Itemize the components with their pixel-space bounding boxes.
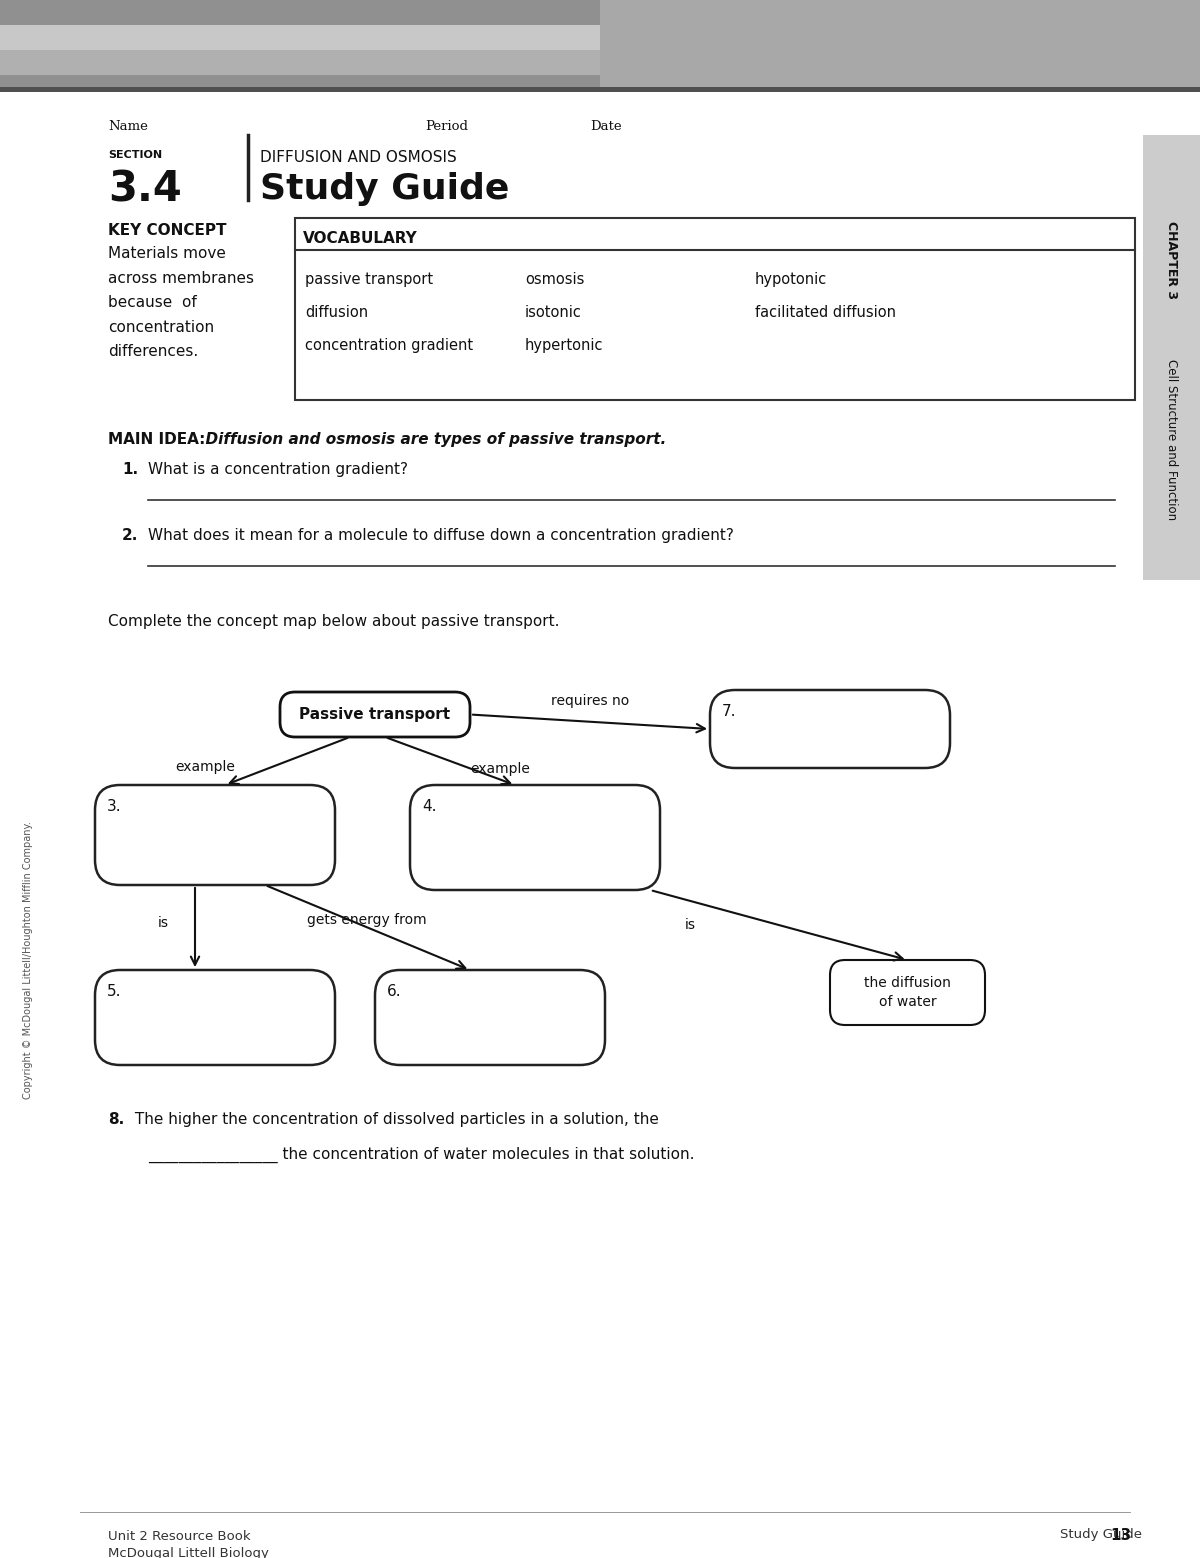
Text: 1.: 1. [122, 463, 138, 477]
Text: DIFFUSION AND OSMOSIS: DIFFUSION AND OSMOSIS [260, 150, 457, 165]
FancyBboxPatch shape [710, 690, 950, 768]
Text: 3.4: 3.4 [108, 168, 181, 210]
Text: hypertonic: hypertonic [526, 338, 604, 354]
Text: gets energy from: gets energy from [307, 913, 427, 927]
Bar [1142, 136, 1200, 580]
Text: facilitated diffusion: facilitated diffusion [755, 305, 896, 319]
Text: example: example [175, 760, 235, 774]
Text: 6.: 6. [386, 985, 402, 999]
Text: Study Guide: Study Guide [260, 171, 509, 206]
Text: 13: 13 [1110, 1528, 1132, 1542]
Text: CHAPTER 3: CHAPTER 3 [1165, 221, 1178, 299]
Bar [0, 25, 1200, 55]
Text: the diffusion
of water: the diffusion of water [864, 975, 950, 1010]
Text: What does it mean for a molecule to diffuse down a concentration gradient?: What does it mean for a molecule to diff… [148, 528, 734, 544]
Text: Study Guide: Study Guide [1060, 1528, 1142, 1541]
Text: What is a concentration gradient?: What is a concentration gradient? [148, 463, 408, 477]
Text: is: is [157, 916, 168, 930]
Text: example: example [470, 762, 530, 776]
FancyBboxPatch shape [280, 692, 470, 737]
Text: McDougal Littell Biology: McDougal Littell Biology [108, 1547, 269, 1558]
Text: 3.: 3. [107, 799, 121, 813]
Text: Cell Structure and Function: Cell Structure and Function [1165, 360, 1178, 520]
Text: SECTION: SECTION [108, 150, 162, 160]
Text: Copyright © McDougal Littell/Houghton Mifflin Company.: Copyright © McDougal Littell/Houghton Mi… [23, 821, 34, 1098]
Text: VOCABULARY: VOCABULARY [302, 231, 418, 246]
Text: osmosis: osmosis [526, 273, 584, 287]
Text: Passive transport: Passive transport [300, 707, 450, 721]
FancyBboxPatch shape [95, 971, 335, 1066]
FancyBboxPatch shape [410, 785, 660, 890]
Text: Name: Name [108, 120, 148, 132]
Text: _________________ the concentration of water molecules in that solution.: _________________ the concentration of w… [148, 1147, 695, 1164]
Text: Unit 2 Resource Book: Unit 2 Resource Book [108, 1530, 251, 1542]
Bar [295, 218, 1135, 400]
Bar [0, 50, 1200, 75]
Text: Diffusion and osmosis are types of passive transport.: Diffusion and osmosis are types of passi… [194, 432, 666, 447]
Bar [0, 0, 1200, 92]
FancyBboxPatch shape [830, 960, 985, 1025]
Text: Materials move
across membranes
because  of
concentration
differences.: Materials move across membranes because … [108, 246, 254, 360]
Text: 8.: 8. [108, 1112, 125, 1126]
Text: diffusion: diffusion [305, 305, 368, 319]
Bar [0, 87, 1200, 92]
Text: 5.: 5. [107, 985, 121, 999]
Bar [600, 0, 1200, 92]
FancyBboxPatch shape [95, 785, 335, 885]
Text: hypotonic: hypotonic [755, 273, 827, 287]
Text: The higher the concentration of dissolved particles in a solution, the: The higher the concentration of dissolve… [130, 1112, 659, 1126]
Text: Complete the concept map below about passive transport.: Complete the concept map below about pas… [108, 614, 559, 629]
Text: is: is [684, 918, 696, 932]
Text: requires no: requires no [551, 693, 629, 707]
Text: 2.: 2. [122, 528, 138, 544]
Text: 4.: 4. [422, 799, 437, 813]
Text: passive transport: passive transport [305, 273, 433, 287]
Text: concentration gradient: concentration gradient [305, 338, 473, 354]
Text: MAIN IDEA:: MAIN IDEA: [108, 432, 205, 447]
Text: isotonic: isotonic [526, 305, 582, 319]
FancyBboxPatch shape [374, 971, 605, 1066]
Text: Period: Period [425, 120, 468, 132]
Text: Date: Date [590, 120, 622, 132]
Text: KEY CONCEPT: KEY CONCEPT [108, 223, 227, 238]
Text: 7.: 7. [722, 704, 737, 718]
